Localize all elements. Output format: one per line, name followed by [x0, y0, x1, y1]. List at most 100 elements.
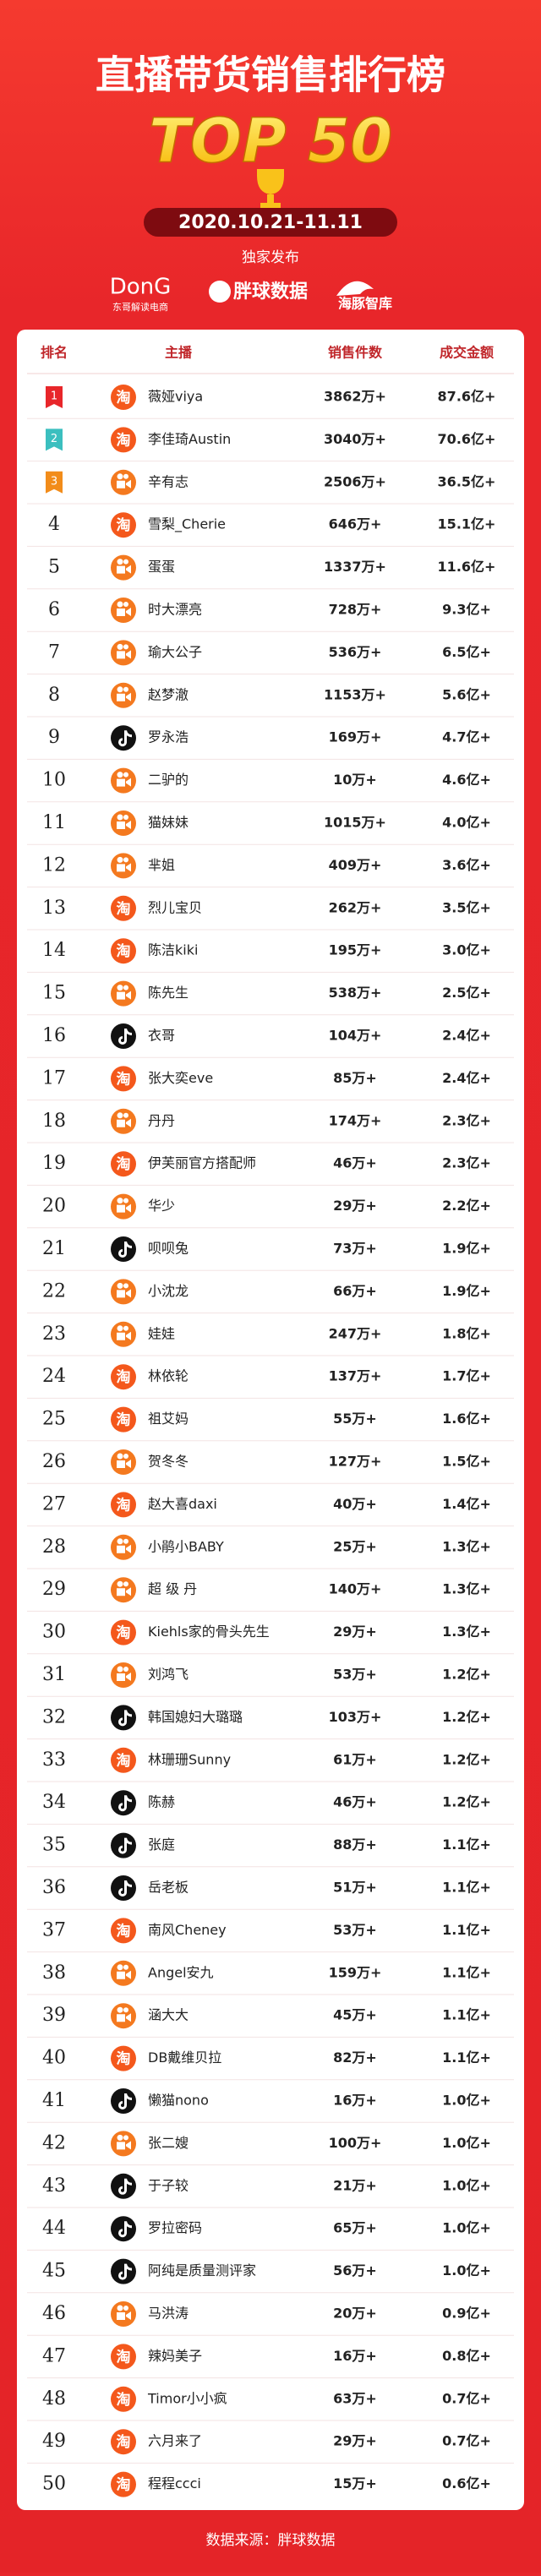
anchor-name: 小鹃小BABY [148, 1538, 224, 1554]
kuaishou-glyph [123, 559, 128, 565]
taobao-icon [111, 512, 136, 538]
kuaishou-glyph [117, 1580, 123, 1587]
rank: 15 [42, 983, 66, 1004]
rank: 44 [42, 2218, 66, 2239]
column-header: 成交金额 [440, 345, 494, 361]
kuaishou-glyph [123, 1964, 128, 1970]
rank: 33 [42, 1749, 66, 1771]
kuaishou-glyph [117, 1544, 131, 1553]
anchor-name: 懒猫nono [148, 2093, 209, 2109]
sales: 25万+ [333, 1538, 377, 1554]
kuaishou-glyph [123, 1325, 128, 1331]
sales: 409万+ [329, 857, 382, 873]
amount: 1.2亿+ [442, 1709, 491, 1725]
anchor-name: 雪梨_Cherie [148, 516, 226, 533]
amount: 1.4亿+ [442, 1496, 491, 1512]
douyin-glyph [118, 1837, 132, 1854]
rank: 9 [48, 727, 60, 748]
rank: 19 [42, 1153, 66, 1174]
anchor-name: 罗拉密码 [148, 2220, 202, 2236]
rank: 8 [48, 685, 60, 706]
kuaishou-glyph [123, 2135, 128, 2141]
amount: 4.0亿+ [442, 815, 491, 831]
logo-haitun: 海豚智库 [338, 296, 392, 312]
rank: 12 [42, 854, 66, 876]
column-header: 销售件数 [328, 345, 383, 361]
taobao-icon [111, 1747, 136, 1773]
amount: 1.0亿+ [442, 2220, 491, 2236]
kuaishou-glyph [117, 1282, 123, 1289]
anchor-name: 瑜大公子 [148, 644, 202, 660]
sales: 127万+ [329, 1454, 382, 1470]
rank: 27 [42, 1493, 66, 1514]
kuaishou-glyph [123, 1667, 128, 1672]
sales: 65万+ [333, 2220, 377, 2236]
taobao-icon [111, 1619, 136, 1645]
kuaishou-glyph [117, 2141, 131, 2150]
kuaishou-glyph [117, 985, 123, 991]
sales: 538万+ [329, 985, 382, 1001]
douyin-glyph [118, 1242, 132, 1258]
logo-icon [209, 281, 231, 303]
sales: 159万+ [329, 1964, 382, 1980]
rank: 16 [42, 1025, 66, 1046]
anchor-name: 陈赫 [148, 1794, 175, 1810]
anchor-name: 于子较 [148, 2177, 189, 2193]
sales: 61万+ [333, 1751, 377, 1767]
anchor-name: 娃娃 [148, 1325, 175, 1341]
douyin-icon [111, 2258, 136, 2284]
amount: 0.9亿+ [442, 2306, 491, 2322]
amount: 87.6亿+ [438, 389, 496, 405]
rank: 23 [42, 1323, 66, 1345]
kuaishou-glyph [123, 1198, 128, 1203]
taobao-icon-text: 淘 [117, 1752, 131, 1770]
title: 直播带货销售排行榜 [96, 52, 445, 98]
anchor-name: 蛋蛋 [148, 559, 175, 575]
sales: 55万+ [333, 1411, 377, 1427]
amount: 15.1亿+ [438, 516, 496, 532]
amount: 70.6亿+ [438, 431, 496, 447]
rank: 28 [42, 1536, 66, 1558]
sales: 46万+ [333, 1155, 377, 1171]
amount: 3.6亿+ [442, 857, 491, 873]
rank: 2 [51, 433, 57, 445]
taobao-icon-text: 淘 [117, 1070, 131, 1088]
amount: 2.2亿+ [442, 1198, 491, 1214]
rank: 18 [42, 1111, 66, 1132]
kuaishou-glyph [123, 602, 128, 607]
sales: 10万+ [333, 772, 377, 788]
sales: 82万+ [333, 2049, 377, 2066]
douyin-glyph [118, 2221, 132, 2238]
logo-dong: DonG [110, 275, 172, 300]
amount: 4.7亿+ [442, 729, 491, 745]
anchor-name: DB戴维贝拉 [148, 2049, 221, 2066]
amount: 5.6亿+ [442, 686, 491, 702]
kuaishou-glyph [117, 1587, 131, 1596]
douyin-icon [111, 2173, 136, 2199]
anchor-name: 烈儿宝贝 [148, 899, 202, 915]
taobao-icon-text: 淘 [117, 2348, 131, 2366]
anchor-name: 陈洁kiki [148, 942, 198, 958]
taobao-icon-text: 淘 [117, 2391, 131, 2409]
anchor-name: 张大奕eve [148, 1070, 213, 1086]
anchor-name: 涵大大 [148, 2007, 189, 2023]
kuaishou-glyph [117, 1460, 131, 1468]
taobao-icon-text: 淘 [117, 1624, 131, 1642]
rank: 45 [42, 2261, 66, 2282]
douyin-icon [111, 2088, 136, 2114]
rank: 43 [42, 2175, 66, 2197]
rank-badge [46, 471, 63, 494]
amount: 1.0亿+ [442, 2135, 491, 2151]
kuaishou-glyph [117, 559, 123, 565]
taobao-icon [111, 1066, 136, 1092]
taobao-icon [111, 2386, 136, 2412]
amount: 0.6亿+ [442, 2475, 491, 2491]
logo-dolphin [336, 281, 374, 296]
amount: 2.3亿+ [442, 1155, 491, 1171]
subtitle: TOP 50 [149, 106, 392, 177]
rank: 38 [42, 1962, 66, 1984]
kuaishou-glyph [123, 1283, 128, 1289]
kuaishou-glyph [117, 2006, 123, 2013]
anchor-name: 华少 [148, 1198, 175, 1214]
amount: 1.8亿+ [442, 1325, 491, 1341]
